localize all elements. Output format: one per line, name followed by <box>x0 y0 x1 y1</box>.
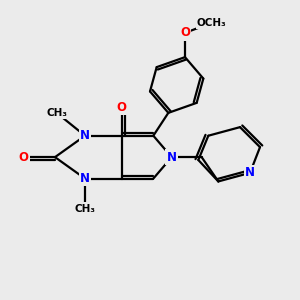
Text: N: N <box>245 167 255 179</box>
Text: O: O <box>180 26 190 39</box>
Text: N: N <box>167 151 177 164</box>
Text: O: O <box>117 100 127 114</box>
Text: CH₃: CH₃ <box>46 108 67 118</box>
Text: CH₃: CH₃ <box>74 204 95 214</box>
Text: N: N <box>80 129 90 142</box>
Text: O: O <box>18 151 28 164</box>
Text: OCH₃: OCH₃ <box>197 18 226 28</box>
Text: N: N <box>80 172 90 185</box>
